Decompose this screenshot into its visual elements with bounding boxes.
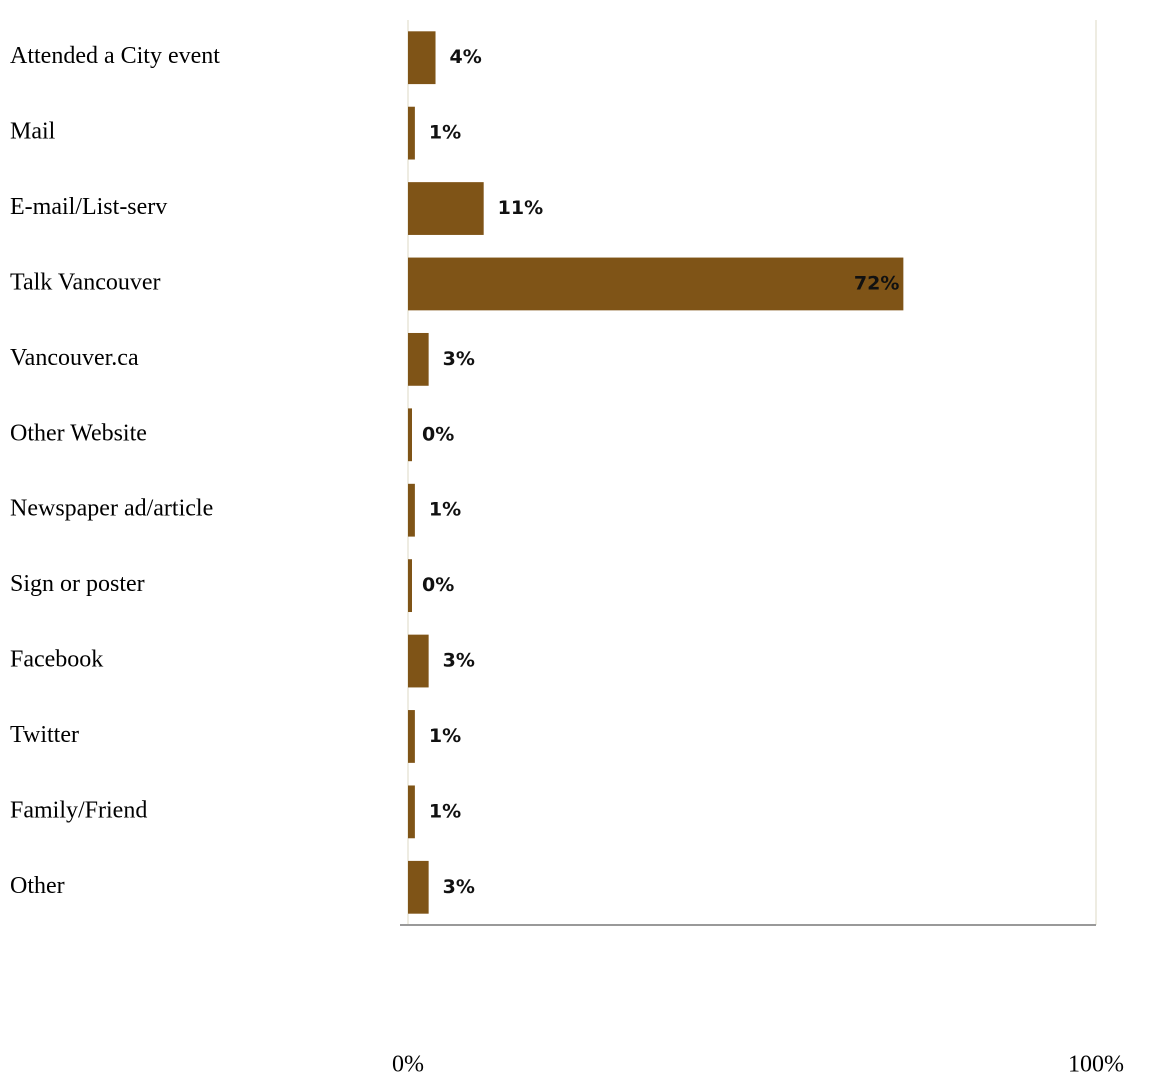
category-label: Family/Friend [10,797,147,823]
category-label: Facebook [10,647,103,673]
value-label: 0% [422,574,454,596]
value-label: 3% [443,876,475,898]
category-label: Attended a City event [10,43,220,69]
value-label: 1% [429,499,461,521]
value-label: 11% [498,197,543,219]
bar [408,710,415,763]
bar [408,257,904,311]
x-tick-label: 0% [392,1052,424,1078]
category-label: Mail [10,119,56,145]
bar [408,559,412,613]
bar [408,408,412,462]
bar [408,483,415,537]
value-label: 72% [854,272,899,294]
category-label: Vancouver.ca [10,345,139,371]
value-label: 1% [429,122,461,144]
category-label: E-mail/List-serv [10,194,167,220]
value-label: 1% [429,800,461,822]
category-label: Other Website [10,420,147,446]
bar [408,332,429,386]
value-label: 3% [443,650,475,672]
bar [408,785,415,839]
category-label: Twitter [10,722,79,748]
bar [408,31,436,85]
value-label: 1% [429,725,461,747]
x-tick-label: 100% [1068,1052,1124,1078]
category-label: Other [10,873,65,899]
value-label: 0% [422,423,454,445]
bar [408,634,429,688]
category-label: Sign or poster [10,571,145,597]
value-label: 3% [443,348,475,370]
bar [408,106,415,160]
value-label: 4% [450,46,482,68]
category-label: Newspaper ad/article [10,496,213,522]
bar [408,860,429,914]
bar [408,182,484,235]
category-label: Talk Vancouver [10,269,161,295]
